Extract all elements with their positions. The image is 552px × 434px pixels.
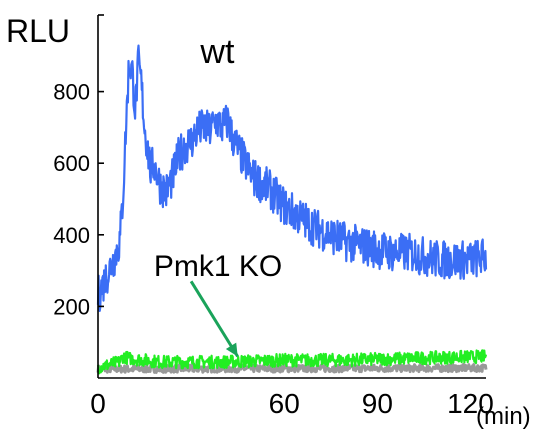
series-line-baseline <box>96 363 488 374</box>
annotation-arrow-head <box>225 342 238 357</box>
y-axis-label: RLU <box>6 13 70 49</box>
y-tick-label: 600 <box>53 151 90 176</box>
x-tick-label: 60 <box>269 388 300 419</box>
x-tick-label: 90 <box>362 388 393 419</box>
y-tick-label: 400 <box>53 223 90 248</box>
annotation-layer: wt Pmk1 KO <box>154 33 282 358</box>
x-tick-label: 0 <box>90 388 106 419</box>
y-tick-label: 200 <box>53 294 90 319</box>
y-tick-label: 800 <box>53 80 90 105</box>
series-line-wt <box>96 44 488 312</box>
annotation-wt: wt <box>199 33 235 71</box>
annotation-arrow-shaft <box>189 280 239 358</box>
series-layer <box>96 44 488 375</box>
x-tick-label: 120 <box>447 388 494 419</box>
series-line-pmk1-ko <box>96 349 488 375</box>
annotation-pmk1-ko: Pmk1 KO <box>154 250 282 283</box>
ticks-layer: 200 400 600 800 0 60 90 120 <box>53 80 494 419</box>
x-axis-label: (min) <box>476 403 531 430</box>
axes-layer <box>97 14 486 379</box>
